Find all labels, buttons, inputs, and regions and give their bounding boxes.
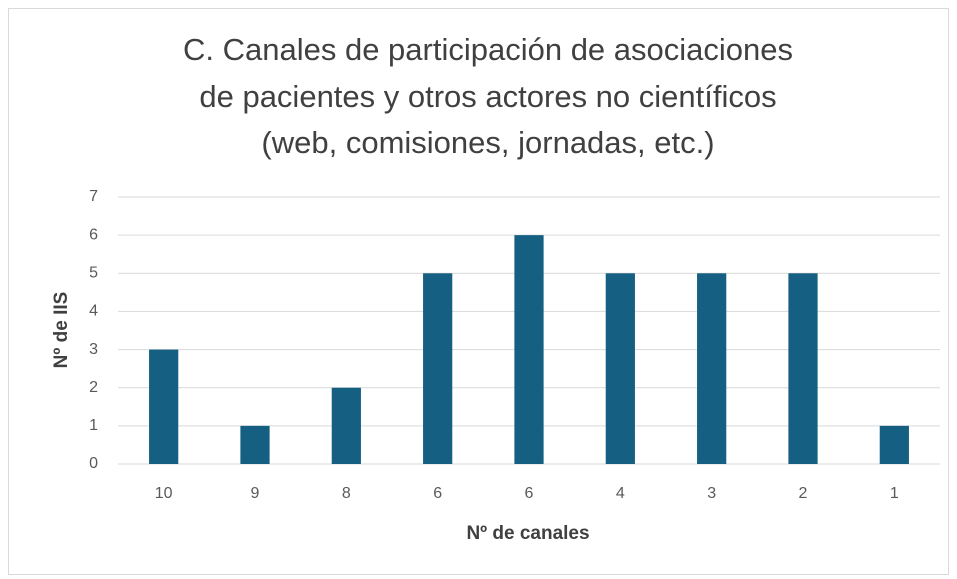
y-axis-label: Nº de IIS	[51, 292, 72, 369]
bar	[514, 235, 544, 464]
y-tick-label: 3	[89, 341, 98, 358]
bar	[240, 425, 270, 464]
chart-title: de pacientes y otros actores no científi…	[199, 79, 776, 114]
y-tick-label: 4	[89, 303, 98, 320]
x-tick-label: 3	[707, 485, 716, 502]
x-tick-label: 8	[342, 485, 351, 502]
bar	[788, 273, 818, 464]
x-tick-label: 2	[799, 485, 808, 502]
x-tick-label: 6	[433, 485, 442, 502]
chart-title: C. Canales de participación de asociacio…	[183, 32, 793, 67]
y-tick-label: 0	[89, 455, 98, 472]
bar	[331, 387, 361, 464]
y-tick-label: 5	[89, 265, 98, 282]
y-tick-label: 2	[89, 379, 98, 396]
bar	[879, 425, 909, 464]
y-tick-label: 6	[89, 226, 98, 243]
bar	[697, 273, 727, 464]
x-tick-label: 9	[251, 485, 260, 502]
bar	[149, 349, 179, 464]
x-tick-label: 1	[890, 485, 899, 502]
bar	[423, 273, 453, 464]
chart-title: (web, comisiones, jornadas, etc.)	[261, 125, 714, 160]
x-tick-label: 6	[525, 485, 534, 502]
x-tick-label: 4	[616, 485, 625, 502]
y-tick-label: 1	[89, 417, 98, 434]
x-axis-label: Nº de canales	[466, 523, 589, 544]
x-tick-label: 10	[155, 485, 173, 502]
y-tick-label: 7	[89, 188, 98, 205]
bar	[605, 273, 635, 464]
